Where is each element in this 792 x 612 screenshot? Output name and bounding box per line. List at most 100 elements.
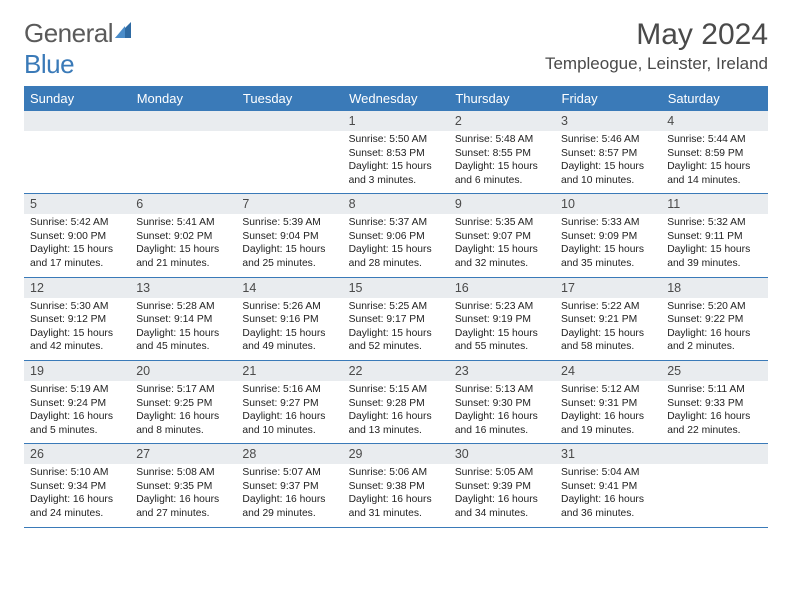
sunset-line: Sunset: 9:02 PM (136, 230, 230, 244)
sunset-line: Sunset: 8:59 PM (667, 147, 761, 161)
day-info: Sunrise: 5:11 AMSunset: 9:33 PMDaylight:… (661, 381, 767, 437)
sunrise-line: Sunrise: 5:39 AM (242, 216, 336, 230)
day-number (24, 111, 130, 131)
sunset-line: Sunset: 9:38 PM (349, 480, 443, 494)
sunset-line: Sunset: 9:00 PM (30, 230, 124, 244)
day-cell: 15Sunrise: 5:25 AMSunset: 9:17 PMDayligh… (343, 277, 449, 360)
daylight-line: Daylight: 16 hours and 19 minutes. (561, 410, 655, 437)
sunset-line: Sunset: 8:57 PM (561, 147, 655, 161)
day-cell: 6Sunrise: 5:41 AMSunset: 9:02 PMDaylight… (130, 194, 236, 277)
sunset-line: Sunset: 9:31 PM (561, 397, 655, 411)
day-cell: 27Sunrise: 5:08 AMSunset: 9:35 PMDayligh… (130, 444, 236, 527)
title-block: May 2024 Templeogue, Leinster, Ireland (545, 18, 768, 74)
daylight-line: Daylight: 15 hours and 32 minutes. (455, 243, 549, 270)
sunrise-line: Sunrise: 5:20 AM (667, 300, 761, 314)
day-cell: 19Sunrise: 5:19 AMSunset: 9:24 PMDayligh… (24, 360, 130, 443)
day-info: Sunrise: 5:30 AMSunset: 9:12 PMDaylight:… (24, 298, 130, 354)
sunrise-line: Sunrise: 5:04 AM (561, 466, 655, 480)
day-number: 9 (449, 194, 555, 214)
day-info: Sunrise: 5:26 AMSunset: 9:16 PMDaylight:… (236, 298, 342, 354)
sunset-line: Sunset: 9:39 PM (455, 480, 549, 494)
daylight-line: Daylight: 15 hours and 55 minutes. (455, 327, 549, 354)
week-row: 19Sunrise: 5:19 AMSunset: 9:24 PMDayligh… (24, 360, 768, 443)
sunset-line: Sunset: 9:04 PM (242, 230, 336, 244)
day-info: Sunrise: 5:07 AMSunset: 9:37 PMDaylight:… (236, 464, 342, 520)
sunrise-line: Sunrise: 5:30 AM (30, 300, 124, 314)
day-info: Sunrise: 5:22 AMSunset: 9:21 PMDaylight:… (555, 298, 661, 354)
day-number: 5 (24, 194, 130, 214)
sunrise-line: Sunrise: 5:15 AM (349, 383, 443, 397)
day-number: 21 (236, 361, 342, 381)
day-cell: 7Sunrise: 5:39 AMSunset: 9:04 PMDaylight… (236, 194, 342, 277)
sunrise-line: Sunrise: 5:42 AM (30, 216, 124, 230)
location: Templeogue, Leinster, Ireland (545, 54, 768, 74)
sunset-line: Sunset: 9:14 PM (136, 313, 230, 327)
day-cell: 9Sunrise: 5:35 AMSunset: 9:07 PMDaylight… (449, 194, 555, 277)
day-number: 31 (555, 444, 661, 464)
brand-logo: GeneralBlue (24, 18, 135, 80)
dayname-sun: Sunday (24, 86, 130, 111)
daylight-line: Daylight: 16 hours and 16 minutes. (455, 410, 549, 437)
day-info: Sunrise: 5:44 AMSunset: 8:59 PMDaylight:… (661, 131, 767, 187)
daylight-line: Daylight: 15 hours and 10 minutes. (561, 160, 655, 187)
sunrise-line: Sunrise: 5:17 AM (136, 383, 230, 397)
day-number: 19 (24, 361, 130, 381)
daylight-line: Daylight: 15 hours and 52 minutes. (349, 327, 443, 354)
sunset-line: Sunset: 9:09 PM (561, 230, 655, 244)
day-number: 4 (661, 111, 767, 131)
day-info: Sunrise: 5:20 AMSunset: 9:22 PMDaylight:… (661, 298, 767, 354)
sunrise-line: Sunrise: 5:25 AM (349, 300, 443, 314)
dayname-tue: Tuesday (236, 86, 342, 111)
dayname-sat: Saturday (661, 86, 767, 111)
day-cell: 23Sunrise: 5:13 AMSunset: 9:30 PMDayligh… (449, 360, 555, 443)
sunrise-line: Sunrise: 5:50 AM (349, 133, 443, 147)
day-info: Sunrise: 5:39 AMSunset: 9:04 PMDaylight:… (236, 214, 342, 270)
sunset-line: Sunset: 9:07 PM (455, 230, 549, 244)
day-cell: 10Sunrise: 5:33 AMSunset: 9:09 PMDayligh… (555, 194, 661, 277)
day-number (236, 111, 342, 131)
day-cell: 28Sunrise: 5:07 AMSunset: 9:37 PMDayligh… (236, 444, 342, 527)
day-cell: 5 Sunrise: 5:42 AMSunset: 9:00 PMDaylight… (24, 194, 130, 277)
week-row: 1Sunrise: 5:50 AMSunset: 8:53 PMDaylight… (24, 111, 768, 194)
day-cell: 29Sunrise: 5:06 AMSunset: 9:38 PMDayligh… (343, 444, 449, 527)
sunrise-line: Sunrise: 5:28 AM (136, 300, 230, 314)
sunset-line: Sunset: 9:24 PM (30, 397, 124, 411)
week-row: 12Sunrise: 5:30 AMSunset: 9:12 PMDayligh… (24, 277, 768, 360)
brand-name: GeneralBlue (24, 18, 135, 80)
day-number: 15 (343, 278, 449, 298)
sunset-line: Sunset: 9:25 PM (136, 397, 230, 411)
day-number: 22 (343, 361, 449, 381)
sunrise-line: Sunrise: 5:10 AM (30, 466, 124, 480)
sunrise-line: Sunrise: 5:13 AM (455, 383, 549, 397)
week-row: 26Sunrise: 5:10 AMSunset: 9:34 PMDayligh… (24, 444, 768, 527)
day-number: 29 (343, 444, 449, 464)
sunrise-line: Sunrise: 5:12 AM (561, 383, 655, 397)
day-cell: 24Sunrise: 5:12 AMSunset: 9:31 PMDayligh… (555, 360, 661, 443)
day-info: Sunrise: 5:28 AMSunset: 9:14 PMDaylight:… (130, 298, 236, 354)
day-number: 17 (555, 278, 661, 298)
dayname-row: Sunday Monday Tuesday Wednesday Thursday… (24, 86, 768, 111)
daylight-line: Daylight: 15 hours and 35 minutes. (561, 243, 655, 270)
dayname-thu: Thursday (449, 86, 555, 111)
daylight-line: Daylight: 15 hours and 45 minutes. (136, 327, 230, 354)
day-number: 7 (236, 194, 342, 214)
sunset-line: Sunset: 9:34 PM (30, 480, 124, 494)
sunset-line: Sunset: 9:19 PM (455, 313, 549, 327)
day-number: 13 (130, 278, 236, 298)
day-cell: 21Sunrise: 5:16 AMSunset: 9:27 PMDayligh… (236, 360, 342, 443)
day-info: Sunrise: 5:25 AMSunset: 9:17 PMDaylight:… (343, 298, 449, 354)
sunset-line: Sunset: 8:53 PM (349, 147, 443, 161)
day-cell (661, 444, 767, 527)
calendar-body: 1Sunrise: 5:50 AMSunset: 8:53 PMDaylight… (24, 111, 768, 527)
day-cell: 26Sunrise: 5:10 AMSunset: 9:34 PMDayligh… (24, 444, 130, 527)
day-info: Sunrise: 5:33 AMSunset: 9:09 PMDaylight:… (555, 214, 661, 270)
sunrise-line: Sunrise: 5:46 AM (561, 133, 655, 147)
day-number: 14 (236, 278, 342, 298)
daylight-line: Daylight: 15 hours and 17 minutes. (30, 243, 124, 270)
day-number: 23 (449, 361, 555, 381)
day-info: Sunrise: 5:50 AMSunset: 8:53 PMDaylight:… (343, 131, 449, 187)
brand-name-a: General (24, 18, 113, 48)
sunrise-line: Sunrise: 5:26 AM (242, 300, 336, 314)
day-cell: 8Sunrise: 5:37 AMSunset: 9:06 PMDaylight… (343, 194, 449, 277)
sunset-line: Sunset: 9:41 PM (561, 480, 655, 494)
